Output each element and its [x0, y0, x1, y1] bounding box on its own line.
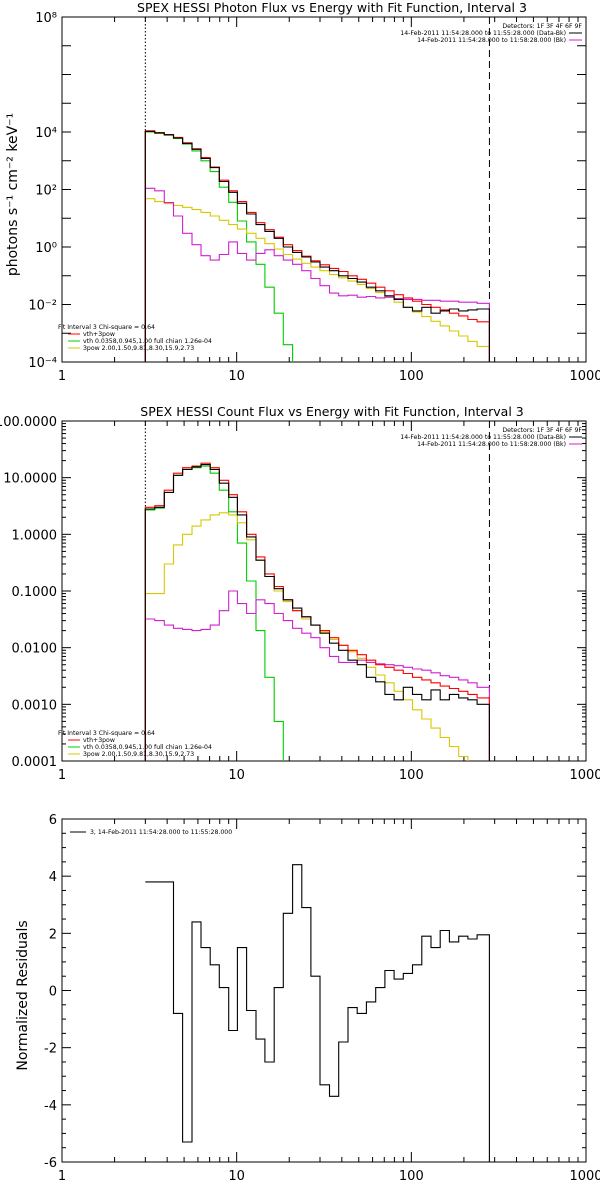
series-group: [144, 462, 490, 761]
y-tick-label: 10⁰: [35, 241, 57, 256]
y-tick-label: -4: [44, 1099, 57, 1114]
x-tick-label: 1: [58, 768, 66, 783]
legend-bottom-header: Fit Interval 3 Chi-square = 0.64: [58, 730, 155, 737]
legend-bottom-entry: vth 0.0358,0.945,1.00 full chian 1.26e-0…: [83, 338, 212, 345]
legend-top-entry: Detectors: 1F 3F 4F 6F 9F: [502, 23, 582, 30]
x-tick-label: 100: [399, 369, 424, 384]
x-tick-label: 10: [228, 1169, 245, 1184]
series-magenta-line: [144, 187, 490, 362]
x-tick-label: 100: [399, 768, 424, 783]
legend-top-entry: 14-Feb-2011 11:54:28.000 to 11:58:28.000…: [417, 441, 566, 448]
legend-bottom-entry: 3pow 2.00,1.50,9.81,8.30,15.9,2.73: [83, 751, 194, 758]
y-tick-label: 0.0001: [12, 755, 58, 770]
y-tick-label: -6: [44, 1156, 57, 1171]
series-group: [144, 130, 490, 362]
y-tick-label: 0.1000: [12, 585, 58, 600]
y-tick-label: 10⁴: [35, 126, 57, 141]
y-tick-label: 4: [49, 870, 57, 885]
legend-bottom-entry: vth 0.0358,0.945,1.00 full chian 1.26e-0…: [83, 744, 212, 751]
x-tick-label: 1000: [569, 369, 600, 384]
legend-bottom-entry: vth+3pow: [83, 331, 115, 338]
x-tick-label: 10: [228, 369, 245, 384]
legend-top-entry: 14-Feb-2011 11:54:28.000 to 11:58:28.000…: [417, 37, 566, 44]
chart-panel-3: 1 10 100 1000 -6 -4 -2 0 2 4 6 Normalized Residuals…: [15, 813, 600, 1184]
x-tick-label: 1000: [569, 1169, 600, 1184]
legend-top-entry: Detectors: 1F 3F 4F 6F 9F: [502, 427, 582, 434]
y-tick-label: 10⁻²: [28, 299, 57, 314]
y-tick-label: 100.0000: [0, 415, 57, 430]
legend-entry: 3, 14-Feb-2011 11:54:28.000 to 11:55:28.…: [90, 829, 232, 836]
legend-top-entry: 14-Feb-2011 11:54:28.000 to 11:55:28.000…: [400, 434, 566, 441]
y-axis-label: Normalized Residuals: [15, 920, 31, 1070]
legend-bottom-entry: vth+3pow: [83, 737, 115, 744]
x-tick-label: 1: [58, 369, 66, 384]
legend-bottom-entry: 3pow 2.00,1.50,9.81,8.30,15.9,2.73: [83, 345, 194, 352]
x-tick-label: 1: [58, 1169, 66, 1184]
series-magenta-line: [144, 590, 490, 761]
y-tick-label: 10⁻⁴: [28, 356, 57, 371]
series-black-line: [144, 464, 490, 761]
y-tick-label: 6: [49, 813, 57, 828]
y-tick-label: 10.0000: [3, 472, 57, 487]
y-tick-label: 0.0010: [12, 698, 58, 713]
x-tick-label: 10: [228, 768, 245, 783]
x-tick-label: 1000: [569, 768, 600, 783]
series-yellow-line: [144, 198, 490, 362]
y-axis-label: photons s⁻¹ cm⁻² keV⁻¹: [5, 113, 21, 276]
chart-title: SPEX HESSI Photon Flux vs Energy with Fi…: [137, 0, 527, 15]
series-black-line: [144, 130, 490, 362]
series-black-line: [145, 864, 490, 1162]
chart-title: SPEX HESSI Count Flux vs Energy with Fit…: [140, 404, 523, 419]
chart-panel-2: SPEX HESSI Count Flux vs Energy with Fit…: [0, 404, 600, 783]
chart-panel-1: SPEX HESSI Photon Flux vs Energy with Fi…: [5, 0, 600, 384]
y-tick-label: 0: [49, 985, 57, 1000]
series-group: [145, 864, 490, 1162]
legend-bottom-header: Fit Interval 3 Chi-square = 0.64: [58, 324, 155, 331]
y-tick-label: 2: [49, 927, 57, 942]
y-tick-label: -2: [44, 1042, 57, 1057]
y-tick-label: 1.0000: [12, 528, 58, 543]
legend-top-entry: 14-Feb-2011 11:54:28.000 to 11:55:28.000…: [400, 30, 566, 37]
x-tick-label: 100: [399, 1169, 424, 1184]
y-tick-label: 10²: [35, 184, 57, 199]
y-tick-label: 0.0100: [12, 642, 58, 657]
y-tick-label: 10⁸: [35, 11, 57, 26]
